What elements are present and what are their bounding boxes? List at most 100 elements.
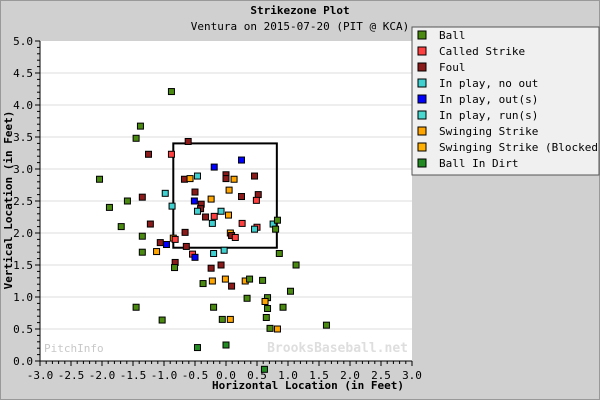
pitch-point: [264, 305, 272, 313]
x-tick-label: -2.0: [89, 369, 116, 382]
y-tick-label: 1.5: [13, 259, 33, 272]
pitch-point: [210, 163, 218, 171]
pitch-point: [217, 207, 225, 215]
pitch-point: [161, 189, 169, 197]
pitch-point: [272, 225, 280, 233]
legend-swatch: [417, 94, 427, 104]
legend-swatch: [417, 78, 427, 88]
pitch-point: [158, 316, 166, 324]
y-tick-label: 3.5: [13, 131, 33, 144]
pitch-point: [221, 275, 229, 283]
legend-swatch: [417, 142, 427, 152]
pitch-point: [210, 212, 218, 220]
pitch-point: [279, 303, 287, 311]
pitch-point: [251, 172, 259, 180]
pitch-point: [222, 341, 230, 349]
y-axis-label: Vertical Location (in Feet): [2, 111, 15, 290]
pitch-point: [246, 275, 254, 283]
pitch-point: [230, 175, 238, 183]
y-tick-label: 0.0: [13, 355, 33, 368]
chart-subtitle: Ventura on 2015-07-20 (PIT @ KCA): [191, 20, 410, 33]
pitch-point: [132, 134, 140, 142]
pitch-point: [186, 175, 194, 183]
legend-label: Called Strike: [439, 45, 525, 58]
pitch-point: [259, 276, 267, 284]
pitch-point: [208, 277, 216, 285]
pitch-point: [184, 137, 192, 145]
pitch-point: [254, 191, 262, 199]
pitch-point: [261, 297, 269, 305]
y-tick-label: 2.0: [13, 227, 33, 240]
pitch-point: [217, 261, 225, 269]
x-tick-label: 3.0: [402, 369, 422, 382]
pitch-point: [171, 235, 179, 243]
legend-swatch: [417, 158, 427, 168]
pitch-point: [132, 303, 140, 311]
pitch-point: [193, 207, 201, 215]
pitch-point: [208, 219, 216, 227]
legend-swatch: [417, 62, 427, 72]
pitch-point: [260, 365, 268, 373]
y-tick-label: 0.5: [13, 323, 33, 336]
legend-label: Foul: [439, 61, 466, 74]
pitch-point: [225, 186, 233, 194]
pitch-point: [190, 197, 198, 205]
pitch-point: [153, 248, 161, 256]
x-tick-label: -3.0: [27, 369, 54, 382]
pitch-point: [105, 203, 113, 211]
pitch-point: [191, 188, 199, 196]
pitch-point: [199, 280, 207, 288]
x-tick-label: -0.5: [182, 369, 209, 382]
pitch-point: [231, 233, 239, 241]
pitch-point: [193, 344, 201, 352]
x-tick-label: -1.5: [120, 369, 147, 382]
pitch-point: [171, 264, 179, 272]
pitch-point: [191, 253, 199, 261]
pitch-point: [275, 249, 283, 257]
pitch-point: [193, 172, 201, 180]
pitch-point: [238, 156, 245, 164]
pitch-point: [222, 175, 230, 183]
legend-label: In play, out(s): [439, 93, 538, 106]
watermark-pitchinfo: PitchInfo: [44, 342, 104, 355]
legend-label: Ball In Dirt: [439, 157, 518, 170]
x-tick-label: 1.0: [278, 369, 298, 382]
y-tick-label: 3.0: [13, 163, 33, 176]
legend-label: Swinging Strike: [439, 125, 538, 138]
x-tick-label: 0.0: [216, 369, 236, 382]
pitch-point: [224, 211, 232, 219]
y-tick-label: 4.5: [13, 67, 33, 80]
pitch-point: [182, 242, 190, 250]
pitch-point: [117, 223, 125, 231]
x-axis-label: Horizontal Location (in Feet): [212, 379, 404, 392]
x-tick-label: -1.0: [151, 369, 178, 382]
pitch-point: [228, 282, 236, 290]
watermark-brooksbaseball: BrooksBaseball.net: [267, 341, 408, 356]
pitch-point: [162, 241, 170, 249]
pitch-point: [145, 150, 152, 158]
legend-label: In play, run(s): [439, 109, 538, 122]
pitch-point: [243, 294, 251, 302]
pitch-point: [138, 248, 146, 256]
pitch-point: [123, 197, 131, 205]
legend-swatch: [417, 126, 427, 136]
pitch-point: [238, 219, 246, 227]
x-tick-label: 2.5: [371, 369, 391, 382]
pitch-point: [210, 303, 218, 311]
pitch-point: [138, 193, 146, 201]
pitch-point: [218, 315, 226, 323]
pitch-point: [266, 324, 274, 332]
pitch-point: [136, 122, 144, 130]
pitch-point: [138, 232, 146, 240]
pitch-point: [262, 313, 270, 321]
pitch-point: [273, 216, 281, 224]
pitch-point: [273, 325, 281, 333]
legend: Ball Called Strike Foul In play, no out In p…: [411, 26, 600, 176]
legend-swatch: [417, 110, 427, 120]
pitch-point: [156, 239, 164, 247]
x-tick-label: -2.5: [58, 369, 85, 382]
legend-swatch: [417, 46, 427, 56]
pitch-point: [252, 196, 260, 204]
pitch-point: [251, 225, 259, 233]
